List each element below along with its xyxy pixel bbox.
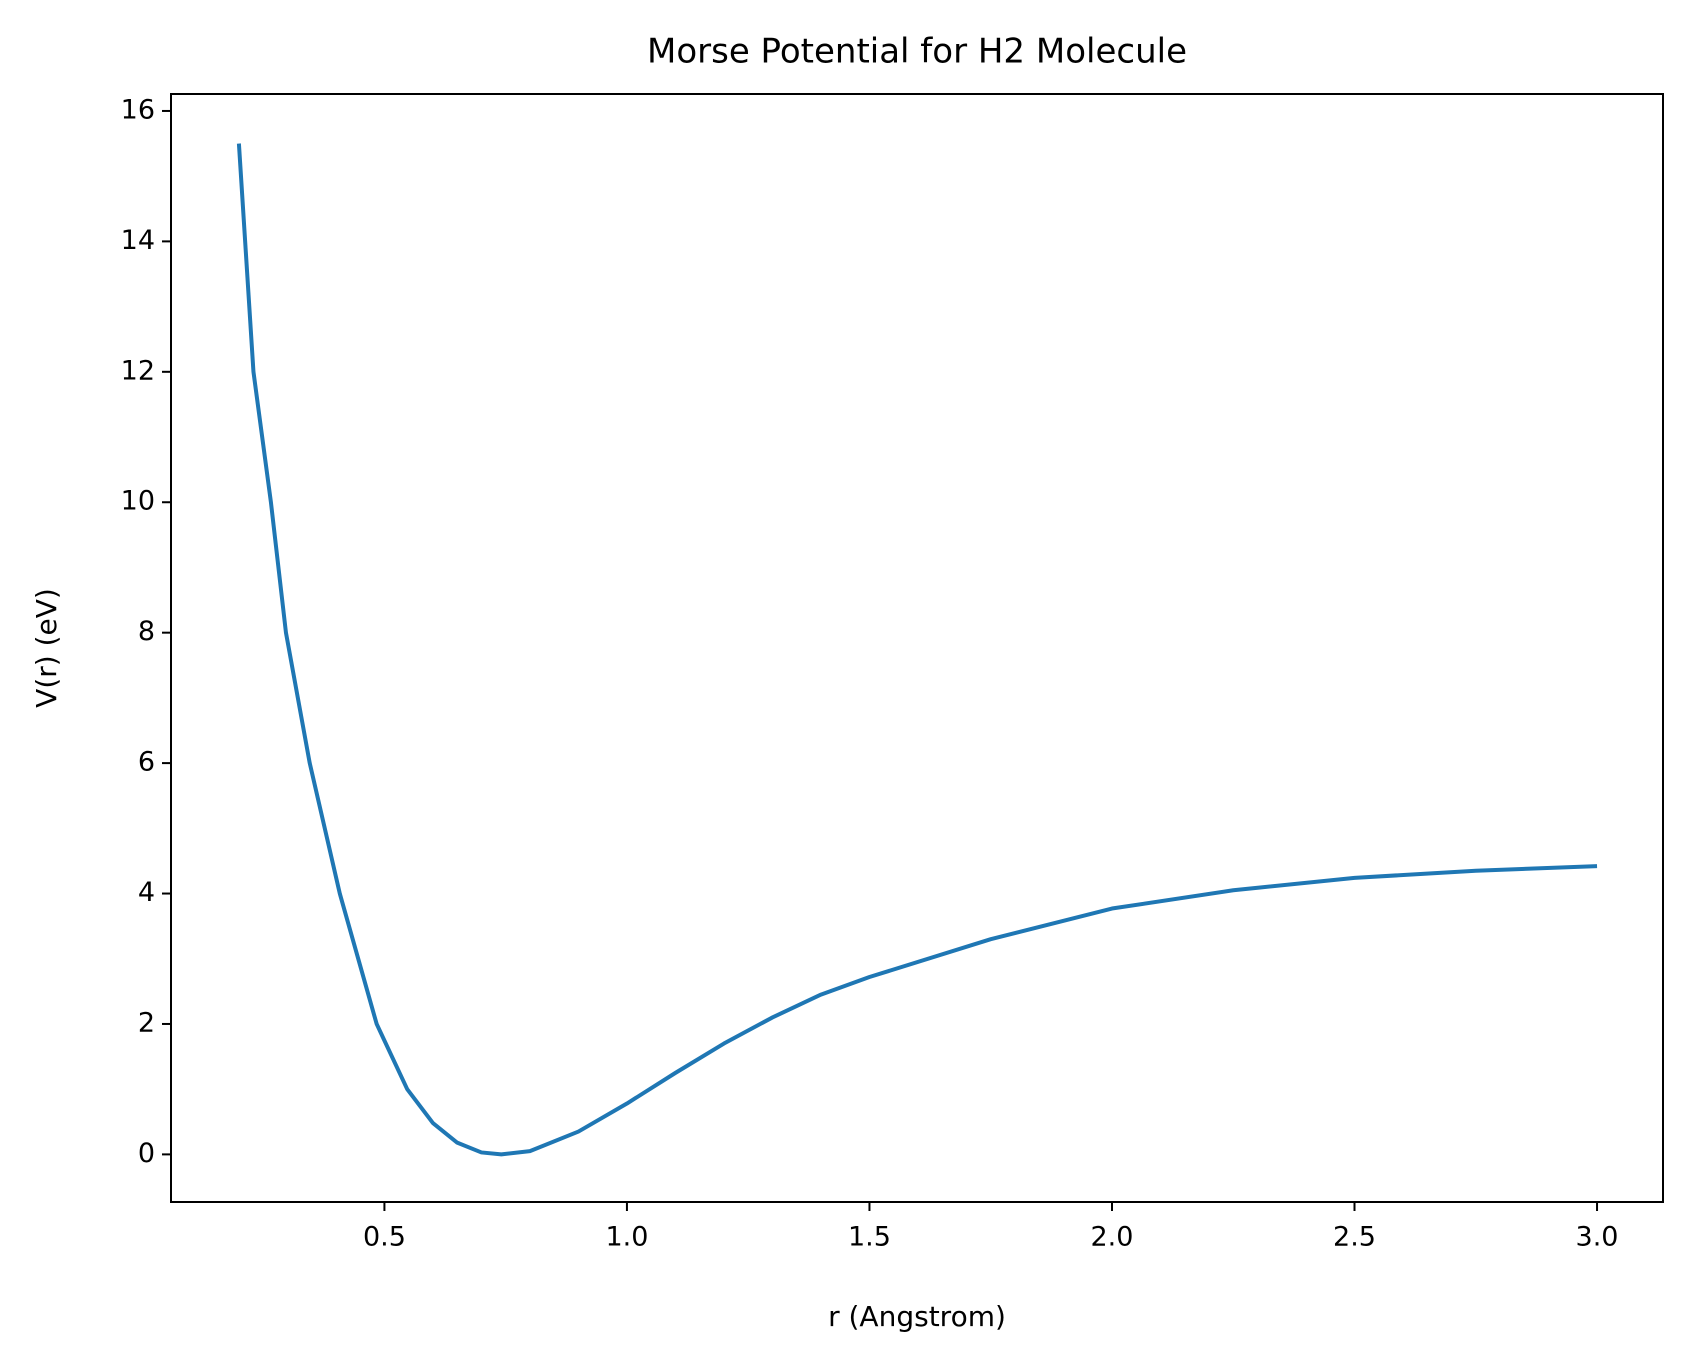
- y-tick-label: 16: [121, 94, 155, 125]
- x-tick-label: 1.5: [848, 1222, 891, 1253]
- y-tick-label: 0: [138, 1138, 155, 1169]
- y-tick-label: 14: [121, 225, 155, 256]
- chart-title: Morse Potential for H2 Molecule: [647, 32, 1187, 72]
- y-tick-label: 2: [138, 1007, 155, 1038]
- x-tick-label: 1.0: [605, 1222, 648, 1253]
- x-tick-label: 2.0: [1091, 1222, 1134, 1253]
- y-axis-label: V(r) (eV): [30, 588, 63, 708]
- x-tick-label: 2.5: [1333, 1222, 1376, 1253]
- y-tick-label: 8: [138, 616, 155, 647]
- x-tick-label: 0.5: [363, 1222, 406, 1253]
- y-tick-label: 6: [138, 747, 155, 778]
- y-tick-label: 4: [138, 877, 155, 908]
- y-tick-label: 12: [121, 355, 155, 386]
- y-tick-label: 10: [121, 486, 155, 517]
- x-axis-label: r (Angstrom): [828, 1300, 1006, 1333]
- plot-frame: [170, 93, 1664, 1203]
- x-tick-label: 3.0: [1576, 1222, 1619, 1253]
- line-series: [236, 143, 1598, 1157]
